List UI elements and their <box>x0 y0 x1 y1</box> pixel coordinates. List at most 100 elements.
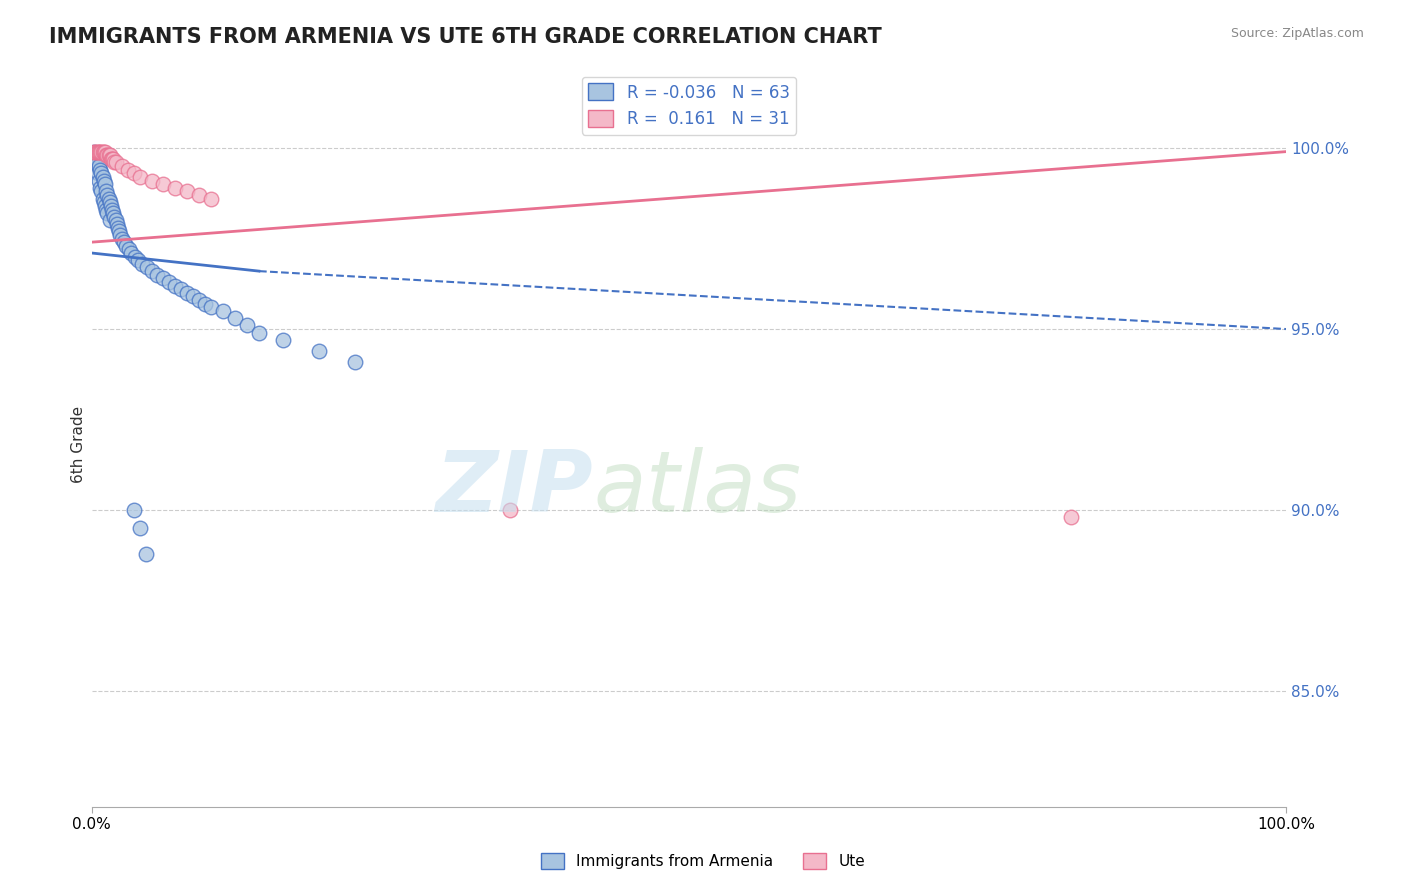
Point <box>86 145 108 159</box>
Point <box>89 162 111 177</box>
Point <box>93 145 115 159</box>
Point <box>87 145 110 159</box>
Point <box>122 503 145 517</box>
Point <box>343 354 366 368</box>
Point <box>131 257 153 271</box>
Point <box>98 213 121 227</box>
Point <box>98 195 121 210</box>
Point <box>101 152 124 166</box>
Point <box>124 250 146 264</box>
Point <box>308 343 330 358</box>
Point <box>87 159 110 173</box>
Text: Source: ZipAtlas.com: Source: ZipAtlas.com <box>1230 27 1364 40</box>
Point <box>271 333 294 347</box>
Point <box>100 199 122 213</box>
Point <box>96 188 118 202</box>
Point <box>87 166 110 180</box>
Text: ZIP: ZIP <box>436 447 593 530</box>
Point <box>120 246 142 260</box>
Point <box>146 268 169 282</box>
Point <box>90 166 112 180</box>
Point <box>157 275 180 289</box>
Point <box>97 192 120 206</box>
Point <box>181 289 204 303</box>
Point <box>115 239 138 253</box>
Point <box>200 301 222 315</box>
Point <box>91 192 114 206</box>
Point <box>90 185 112 199</box>
Point <box>170 282 193 296</box>
Point <box>165 181 187 195</box>
Point <box>97 148 120 162</box>
Point <box>87 155 110 169</box>
Point <box>96 148 118 162</box>
Point <box>89 145 111 159</box>
Point <box>86 152 108 166</box>
Point <box>83 145 105 159</box>
Point <box>194 296 217 310</box>
Y-axis label: 6th Grade: 6th Grade <box>72 407 86 483</box>
Point <box>127 253 149 268</box>
Point <box>93 173 115 187</box>
Text: IMMIGRANTS FROM ARMENIA VS UTE 6TH GRADE CORRELATION CHART: IMMIGRANTS FROM ARMENIA VS UTE 6TH GRADE… <box>49 27 882 46</box>
Point <box>84 148 107 162</box>
Point <box>152 271 174 285</box>
Point <box>247 326 270 340</box>
Point <box>103 210 125 224</box>
Legend: R = -0.036   N = 63, R =  0.161   N = 31: R = -0.036 N = 63, R = 0.161 N = 31 <box>582 77 796 135</box>
Point <box>96 206 118 220</box>
Text: atlas: atlas <box>593 447 801 530</box>
Point <box>94 185 117 199</box>
Point <box>111 159 134 173</box>
Point <box>128 169 150 184</box>
Point <box>104 213 127 227</box>
Point <box>176 285 198 300</box>
Point <box>188 293 211 307</box>
Point <box>117 162 139 177</box>
Point <box>111 231 134 245</box>
Point <box>224 311 246 326</box>
Point <box>94 148 117 162</box>
Point <box>91 169 114 184</box>
Point <box>128 521 150 535</box>
Point <box>103 206 125 220</box>
Point <box>103 155 125 169</box>
Point <box>188 188 211 202</box>
Point <box>87 145 110 159</box>
Point <box>104 155 127 169</box>
Point <box>135 547 157 561</box>
Point <box>103 152 125 166</box>
Point <box>87 173 110 187</box>
Point <box>91 145 114 159</box>
Point <box>83 145 105 159</box>
Point <box>89 181 111 195</box>
Point <box>107 220 129 235</box>
Point <box>94 178 117 192</box>
Point <box>165 278 187 293</box>
Point <box>100 152 122 166</box>
Point <box>236 318 259 333</box>
Point <box>105 217 128 231</box>
Point <box>93 195 115 210</box>
Point <box>110 227 132 242</box>
Point <box>118 243 141 257</box>
Point <box>94 199 117 213</box>
Point <box>212 304 235 318</box>
Point <box>122 166 145 180</box>
Point <box>98 148 121 162</box>
Point <box>90 145 112 159</box>
Point <box>200 192 222 206</box>
Point <box>94 202 117 217</box>
Point <box>84 145 107 159</box>
Point <box>141 173 163 187</box>
Point <box>176 185 198 199</box>
Point <box>1060 510 1083 524</box>
Legend: Immigrants from Armenia, Ute: Immigrants from Armenia, Ute <box>534 847 872 875</box>
Point <box>141 264 163 278</box>
Point <box>499 503 522 517</box>
Point <box>152 178 174 192</box>
Point <box>112 235 135 249</box>
Point <box>108 224 131 238</box>
Point <box>135 260 157 275</box>
Point <box>94 145 117 159</box>
